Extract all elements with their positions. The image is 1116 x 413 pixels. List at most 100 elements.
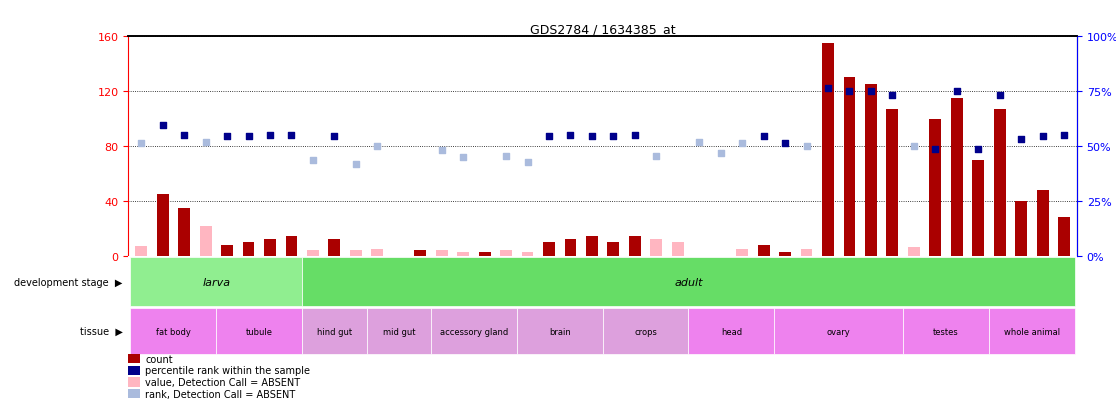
Bar bbox=[372, 249, 383, 256]
Bar bbox=[865, 85, 877, 256]
Text: larva: larva bbox=[202, 277, 230, 287]
Point bbox=[368, 143, 386, 150]
Text: rank, Detection Call = ABSENT: rank, Detection Call = ABSENT bbox=[145, 389, 296, 399]
Bar bbox=[156, 195, 169, 256]
Text: mid gut: mid gut bbox=[383, 327, 415, 336]
Point bbox=[196, 139, 214, 146]
Point bbox=[862, 89, 879, 95]
Bar bbox=[302, 309, 366, 354]
Text: count: count bbox=[145, 354, 173, 364]
Bar bbox=[479, 252, 491, 256]
Point bbox=[583, 134, 600, 140]
Point bbox=[1055, 132, 1072, 139]
Bar bbox=[217, 309, 302, 354]
Bar bbox=[689, 309, 775, 354]
Bar bbox=[758, 245, 770, 256]
Point bbox=[605, 134, 623, 140]
Point bbox=[1012, 136, 1030, 143]
Point bbox=[240, 134, 258, 140]
Bar bbox=[414, 251, 426, 256]
Bar bbox=[903, 309, 989, 354]
Bar bbox=[328, 240, 340, 256]
Bar bbox=[651, 240, 662, 256]
Point bbox=[454, 154, 472, 161]
Point bbox=[282, 132, 300, 139]
Point bbox=[712, 150, 730, 157]
Point bbox=[691, 139, 709, 146]
Bar bbox=[1058, 218, 1070, 256]
Text: development stage  ▶: development stage ▶ bbox=[15, 277, 123, 287]
Bar bbox=[131, 257, 302, 306]
Bar bbox=[458, 252, 469, 256]
Point bbox=[970, 146, 988, 153]
Bar bbox=[822, 44, 834, 256]
Point bbox=[947, 89, 965, 95]
Bar bbox=[543, 242, 555, 256]
Text: tubule: tubule bbox=[246, 327, 272, 336]
Point bbox=[798, 143, 816, 150]
Point bbox=[1033, 134, 1051, 140]
Point bbox=[519, 160, 537, 166]
Bar bbox=[1016, 201, 1027, 256]
Bar bbox=[1037, 190, 1049, 256]
Bar bbox=[651, 240, 662, 256]
Bar bbox=[672, 242, 684, 256]
Point bbox=[347, 161, 365, 168]
Bar bbox=[629, 237, 641, 256]
Text: testes: testes bbox=[933, 327, 959, 336]
Text: accessory gland: accessory gland bbox=[440, 327, 508, 336]
Bar bbox=[242, 242, 254, 256]
Point bbox=[540, 134, 558, 140]
Bar bbox=[179, 208, 190, 256]
Point bbox=[733, 140, 751, 147]
Text: percentile rank within the sample: percentile rank within the sample bbox=[145, 366, 310, 375]
Point bbox=[647, 153, 665, 159]
Bar bbox=[989, 309, 1075, 354]
Bar bbox=[565, 240, 576, 256]
Point bbox=[991, 93, 1009, 99]
Point bbox=[175, 132, 193, 139]
Bar bbox=[435, 252, 448, 256]
Bar bbox=[800, 249, 812, 256]
Text: head: head bbox=[721, 327, 742, 336]
Text: crops: crops bbox=[634, 327, 657, 336]
Point bbox=[754, 134, 772, 140]
Point bbox=[304, 157, 321, 164]
Bar bbox=[951, 99, 963, 256]
Point bbox=[905, 143, 923, 150]
Bar bbox=[221, 245, 233, 256]
Point bbox=[840, 89, 858, 95]
Title: GDS2784 / 1634385_at: GDS2784 / 1634385_at bbox=[530, 23, 675, 36]
Bar bbox=[307, 251, 319, 256]
Point bbox=[926, 146, 944, 153]
Bar bbox=[844, 78, 855, 256]
Bar bbox=[435, 251, 448, 256]
Bar bbox=[603, 309, 689, 354]
Point bbox=[497, 153, 514, 159]
Bar bbox=[131, 309, 217, 354]
Point bbox=[884, 93, 902, 99]
Bar bbox=[286, 237, 297, 256]
Text: hind gut: hind gut bbox=[317, 327, 352, 336]
Text: brain: brain bbox=[549, 327, 570, 336]
Bar bbox=[366, 309, 431, 354]
Point bbox=[776, 140, 793, 147]
Bar bbox=[886, 110, 898, 256]
Bar bbox=[350, 251, 362, 256]
Bar bbox=[302, 257, 1075, 306]
Text: adult: adult bbox=[674, 277, 703, 287]
Point bbox=[561, 132, 579, 139]
Bar bbox=[779, 252, 791, 256]
Bar bbox=[607, 242, 619, 256]
Bar bbox=[521, 252, 533, 256]
Bar bbox=[737, 249, 748, 256]
Point bbox=[218, 134, 235, 140]
Bar bbox=[930, 119, 941, 256]
Bar bbox=[908, 248, 920, 256]
Text: value, Detection Call = ABSENT: value, Detection Call = ABSENT bbox=[145, 377, 300, 387]
Text: tissue  ▶: tissue ▶ bbox=[80, 326, 123, 337]
Bar bbox=[431, 309, 517, 354]
Point bbox=[626, 132, 644, 139]
Point bbox=[819, 86, 837, 93]
Point bbox=[261, 132, 279, 139]
